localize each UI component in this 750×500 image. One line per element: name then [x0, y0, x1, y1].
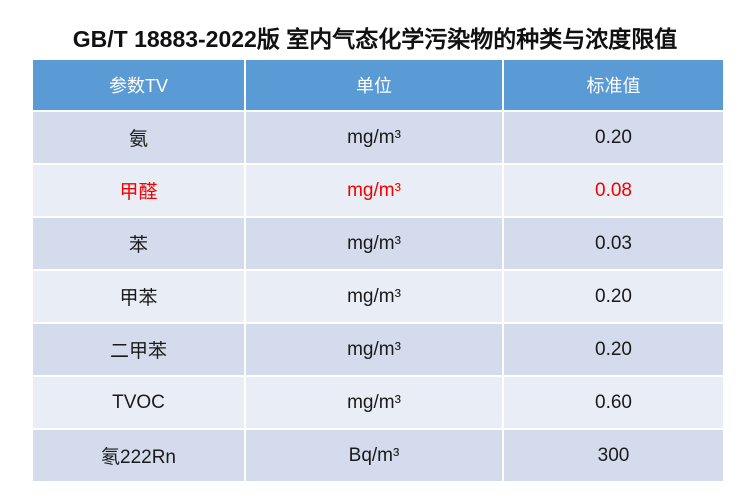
page-title: GB/T 18883-2022版 室内气态化学污染物的种类与浓度限值: [72, 26, 678, 52]
value-cell: 0.08: [504, 165, 723, 216]
param-cell: 氡222Rn: [33, 430, 244, 481]
param-cell: 二甲苯: [33, 324, 244, 375]
unit-cell: mg/m³: [246, 112, 502, 163]
value-cell: 0.20: [504, 324, 723, 375]
value-cell: 0.03: [504, 218, 723, 269]
param-cell: 甲苯: [33, 271, 244, 322]
pollutant-limits-table: 参数TV 单位 标准值 氨 mg/m³ 0.20 甲醛 mg/m³ 0.08 苯…: [33, 60, 723, 481]
unit-cell: mg/m³: [246, 324, 502, 375]
value-cell: 300: [504, 430, 723, 481]
value-cell: 0.20: [504, 112, 723, 163]
unit-cell: mg/m³: [246, 271, 502, 322]
column-header-unit: 单位: [246, 60, 502, 110]
column-header-parameter: 参数TV: [33, 60, 244, 110]
param-cell: 苯: [33, 218, 244, 269]
column-header-standard-value: 标准值: [504, 60, 723, 110]
param-cell: TVOC: [33, 377, 244, 428]
unit-cell: mg/m³: [246, 377, 502, 428]
value-cell: 0.60: [504, 377, 723, 428]
param-cell: 氨: [33, 112, 244, 163]
unit-cell: mg/m³: [246, 165, 502, 216]
value-cell: 0.20: [504, 271, 723, 322]
unit-cell: Bq/m³: [246, 430, 502, 481]
unit-cell: mg/m³: [246, 218, 502, 269]
param-cell: 甲醛: [33, 165, 244, 216]
